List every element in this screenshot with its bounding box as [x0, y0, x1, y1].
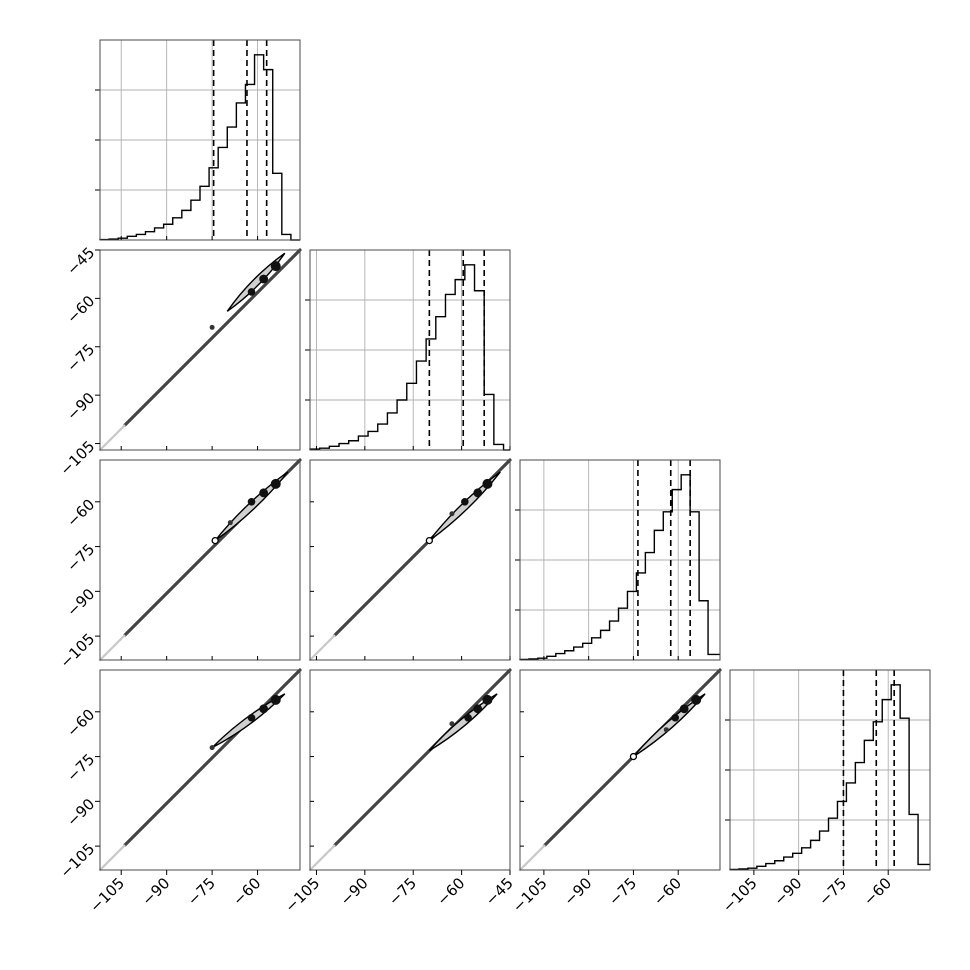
x-tick-label: −60: [650, 874, 685, 909]
histogram-step: [309, 264, 510, 451]
y-tick-label: −105: [57, 437, 99, 479]
scatter-panel-1-0: [98, 248, 302, 452]
density-peak: [461, 497, 469, 506]
contour-outer: [428, 471, 501, 542]
panel-frame: [99, 39, 301, 241]
density-tail: [99, 424, 126, 451]
density-tail: [309, 844, 336, 871]
x-tick-label: −75: [815, 874, 850, 909]
y-tick-label: −90: [63, 795, 98, 830]
density-point: [227, 520, 233, 526]
contour-outer: [214, 471, 289, 542]
histogram-step: [519, 474, 720, 661]
x-tick-label: −90: [138, 874, 173, 909]
hist-panel-1: [305, 249, 511, 451]
x-tick-label: −105: [86, 874, 128, 916]
x-tick-label: −105: [509, 874, 551, 916]
density-peak: [482, 694, 493, 705]
density-peak: [679, 704, 689, 714]
hist-panel-0: [95, 39, 301, 241]
hist-panel-2: [515, 459, 721, 661]
density-tail: [309, 634, 336, 661]
panel-frame: [99, 249, 301, 451]
x-tick-label: −60: [229, 874, 264, 909]
panel-frame: [519, 459, 721, 661]
contour-point: [629, 752, 638, 761]
density-peak: [259, 704, 269, 714]
y-tick-label: −60: [63, 495, 98, 530]
density-peak: [259, 488, 269, 498]
panel-frame: [99, 669, 301, 871]
x-tick-label: −60: [433, 874, 468, 909]
panel-frame: [309, 669, 511, 871]
contour-outer: [226, 252, 286, 312]
density-peak: [464, 713, 472, 722]
hist-panel-3: [725, 669, 931, 871]
panel-frame: [309, 249, 511, 451]
x-tick-label: −90: [337, 874, 372, 909]
density-peak: [482, 478, 493, 489]
density-peak: [691, 694, 702, 705]
y-tick-label: −60: [63, 705, 98, 740]
scatter-panel-3-2: [518, 668, 722, 872]
y-tick-label: −75: [63, 540, 98, 575]
density-tail: [99, 634, 126, 661]
density-peak: [270, 694, 281, 705]
x-tick-label: −105: [719, 874, 761, 916]
density-point: [663, 727, 669, 733]
density-band: [123, 248, 302, 427]
histogram-step: [729, 684, 930, 871]
scatter-panel-3-1: [308, 668, 512, 872]
contour-point: [211, 536, 219, 545]
density-peak: [247, 288, 256, 296]
x-tick-label: −60: [860, 874, 895, 909]
x-tick-label: −75: [184, 874, 219, 909]
panel-frame: [729, 669, 931, 871]
density-tail: [519, 844, 546, 871]
scatter-panel-2-0: [98, 458, 302, 662]
x-tick-label: −75: [385, 874, 420, 909]
density-peak: [473, 488, 483, 498]
y-tick-label: −105: [57, 840, 99, 882]
density-band: [333, 668, 512, 847]
y-tick-label: −90: [63, 585, 98, 620]
y-tick-label: −45: [63, 244, 98, 279]
density-peak: [270, 261, 281, 272]
density-peak: [473, 704, 483, 714]
density-point: [209, 324, 215, 330]
x-tick-label: −105: [281, 874, 323, 916]
x-tick-label: −90: [560, 874, 595, 909]
density-peak: [259, 274, 269, 284]
density-peak: [270, 478, 281, 489]
panel-frame: [519, 669, 721, 871]
histogram-step: [99, 54, 300, 241]
density-point: [449, 511, 455, 517]
y-tick-label: −105: [57, 630, 99, 672]
panel-frame: [99, 459, 301, 661]
scatter-panel-3-0: [98, 668, 302, 872]
y-tick-label: −90: [63, 389, 98, 424]
y-tick-label: −75: [63, 340, 98, 375]
density-point: [209, 745, 215, 751]
density-tail: [99, 844, 126, 871]
scatter-panel-2-1: [308, 458, 512, 662]
x-tick-label: −75: [605, 874, 640, 909]
density-peak: [671, 713, 680, 722]
x-tick-label: −90: [770, 874, 805, 909]
density-point: [449, 721, 455, 727]
contour-point: [425, 536, 434, 545]
y-tick-label: −60: [63, 292, 98, 327]
panel-frame: [309, 459, 511, 661]
density-peak: [247, 713, 256, 722]
y-tick-label: −75: [63, 750, 98, 785]
density-peak: [247, 497, 256, 506]
